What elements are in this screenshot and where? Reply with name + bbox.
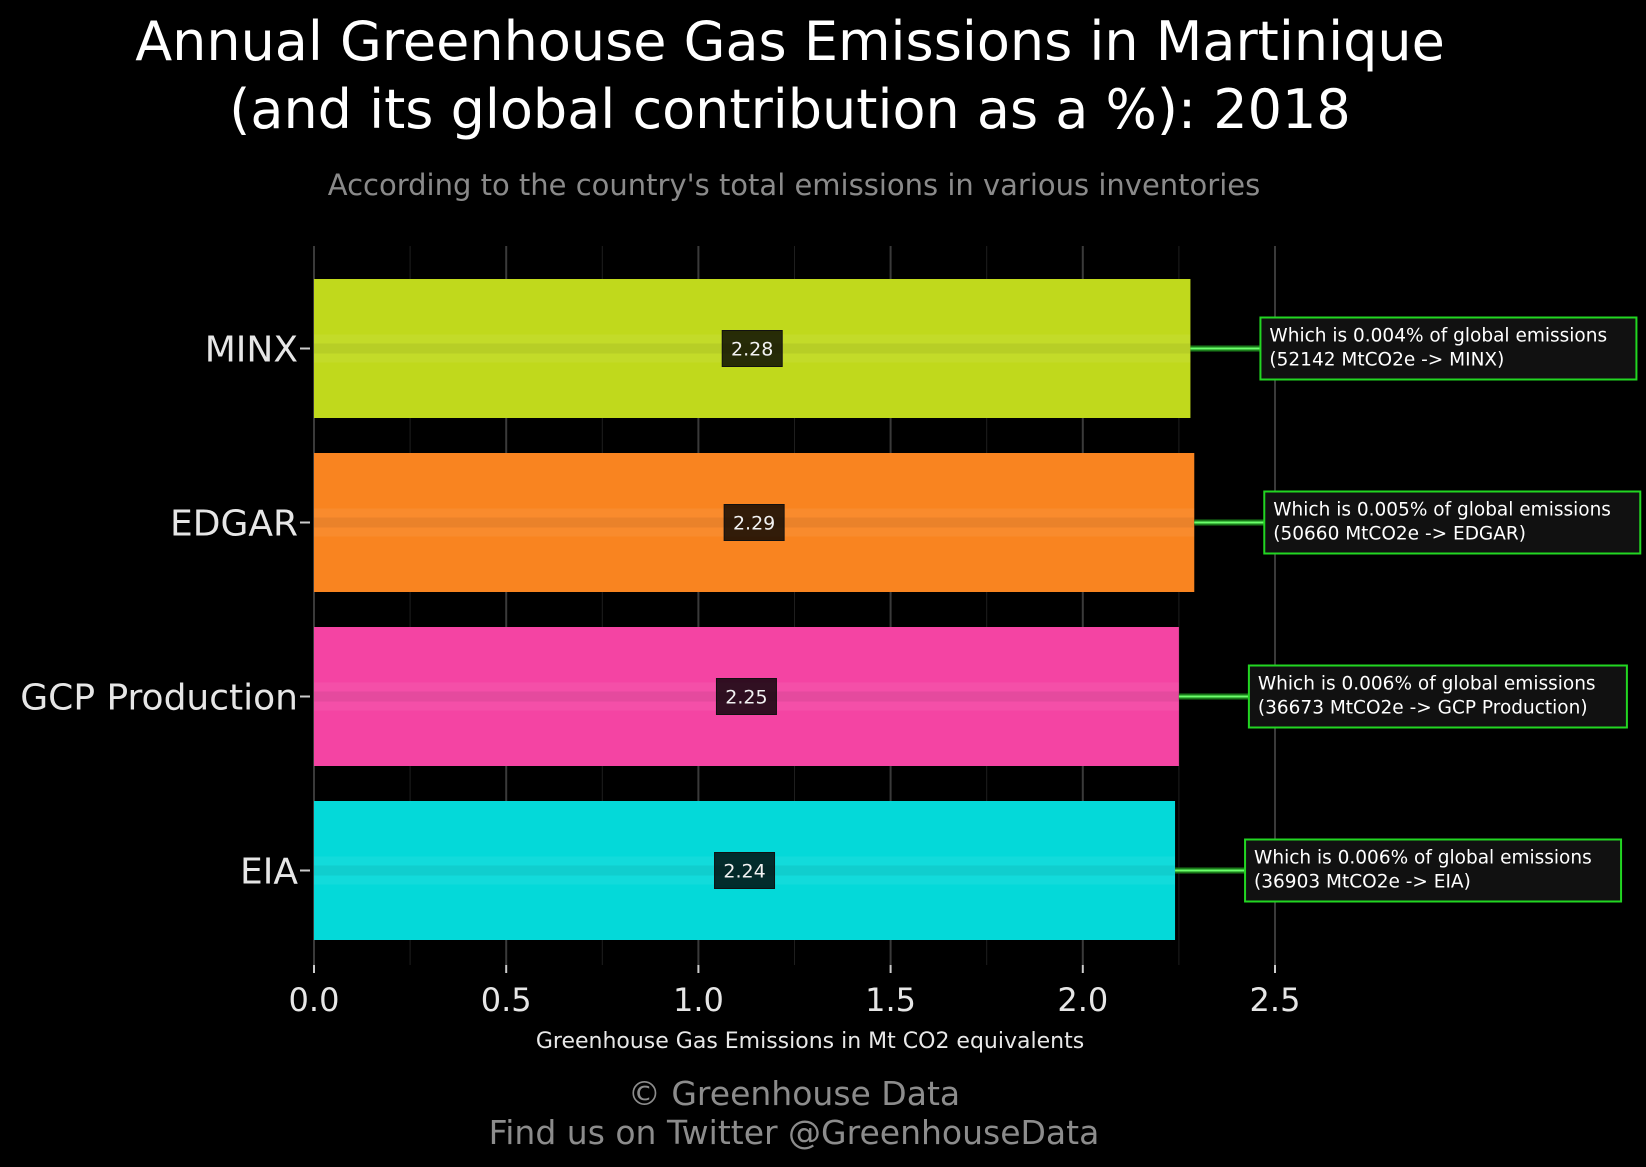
data-label-box: [714, 852, 776, 889]
data-label-box: [721, 330, 783, 367]
bar-chart: 2.28 2.29 2.25 2.24 0.0 0.5 1.0 1.5 2.0 2.5 MINX E…: [20, 246, 1642, 1054]
annotation-line-1: Which is 0.006% of global emissions: [1258, 674, 1596, 695]
annotation-line-1: Which is 0.006% of global emissions: [1254, 848, 1592, 869]
annotation-line-1: Which is 0.004% of global emissions: [1269, 326, 1607, 347]
annotations: Which is 0.004% of global emissions (5214…: [1175, 316, 1642, 903]
y-tick-label: EIA: [240, 852, 298, 893]
chart-subtitle: According to the country's total emissio…: [327, 168, 1261, 202]
x-tick-label: 1.0: [673, 981, 724, 1019]
footer-copyright: © Greenhouse Data: [627, 1074, 961, 1113]
data-label: 2.28: [731, 339, 773, 361]
data-label-box: [723, 504, 785, 541]
y-tick-label: MINX: [205, 330, 298, 371]
x-axis-label: Greenhouse Gas Emissions in Mt CO2 equiv…: [536, 1029, 1084, 1054]
chart-title-line-1: Annual Greenhouse Gas Emissions in Marti…: [135, 10, 1445, 73]
annotation-box: [1247, 664, 1628, 729]
x-tick-label: 2.0: [1057, 981, 1108, 1019]
annotation-box: [1244, 838, 1623, 903]
data-label-box: [715, 678, 777, 715]
data-label: 2.24: [723, 861, 765, 883]
footer-twitter: Find us on Twitter @GreenhouseData: [488, 1113, 1100, 1152]
x-tick-label: 2.5: [1250, 981, 1301, 1019]
x-tick-label: 0.5: [481, 981, 532, 1019]
x-tick-label: 0.0: [289, 981, 340, 1019]
annotation-line-1: Which is 0.005% of global emissions: [1273, 500, 1611, 521]
x-tick-label: 1.5: [865, 981, 916, 1019]
data-label: 2.25: [725, 687, 767, 709]
axes: 0.0 0.5 1.0 1.5 2.0 2.5 MINX EDGAR GCP Productio…: [20, 330, 1300, 1020]
bars: 2.28 2.29 2.25 2.24: [314, 279, 1195, 940]
data-label: 2.29: [733, 513, 775, 535]
annotation-line-2: (36673 MtCO2e -> GCP Production): [1258, 698, 1588, 719]
y-tick-label: EDGAR: [170, 504, 298, 545]
annotation-line-2: (52142 MtCO2e -> MINX): [1269, 350, 1504, 371]
annotation-box: [1263, 490, 1642, 555]
annotation-line-2: (50660 MtCO2e -> EDGAR): [1273, 524, 1526, 545]
y-tick-label: GCP Production: [20, 678, 298, 719]
annotation-line-2: (36903 MtCO2e -> EIA): [1254, 872, 1471, 893]
annotation-box: [1259, 316, 1638, 381]
chart-title-line-2: (and its global contribution as a %): 20…: [229, 78, 1351, 141]
